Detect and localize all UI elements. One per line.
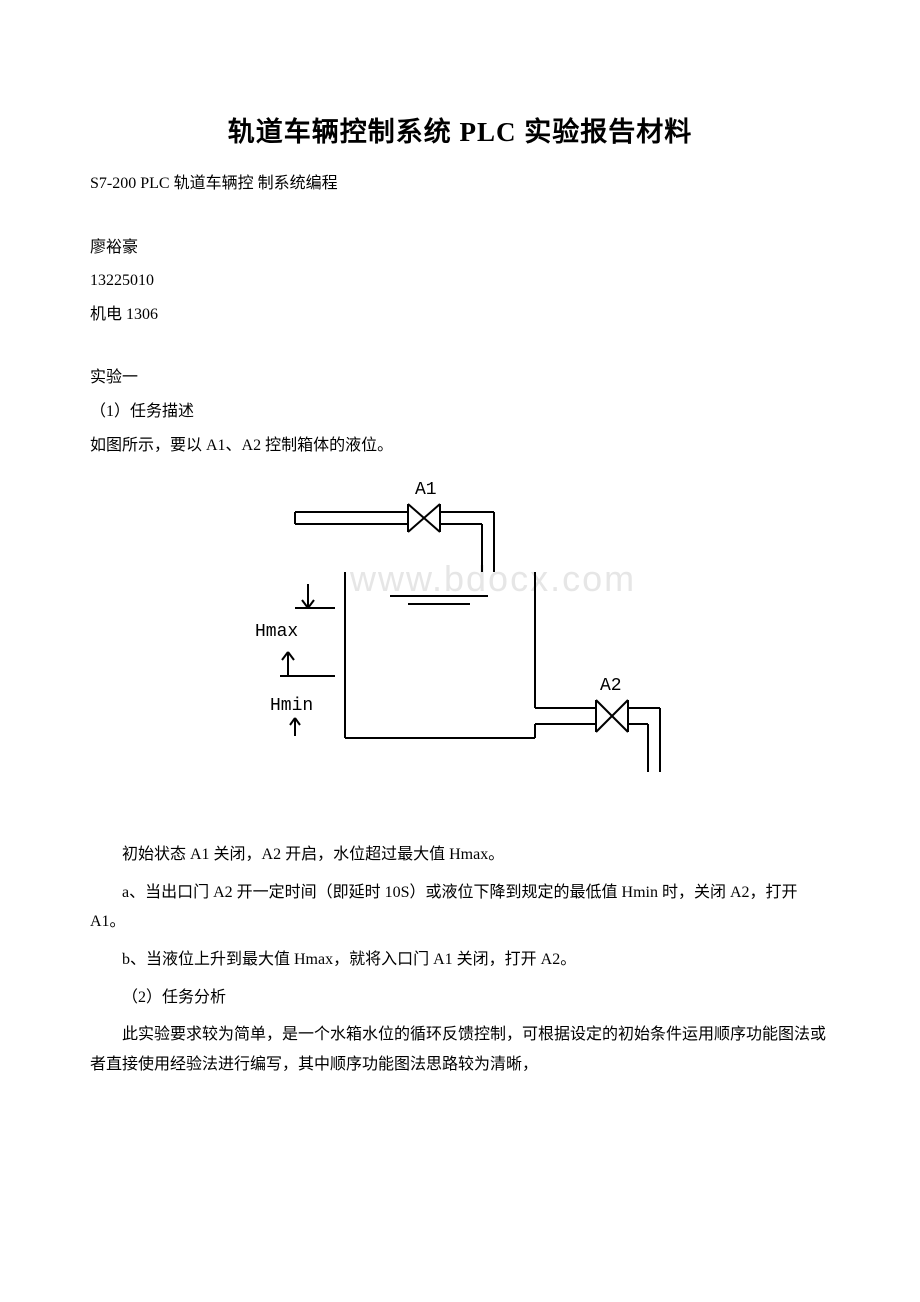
label-hmin: Hmin: [270, 696, 313, 716]
student-name: 廖裕豪: [90, 235, 830, 261]
task-desc-line: 如图所示，要以 A1、A2 控制箱体的液位。: [90, 433, 830, 459]
task-desc-label: （1）任务描述: [90, 399, 830, 425]
header-line: S7-200 PLC 轨道车辆控 制系统编程: [90, 171, 830, 197]
label-hmax: Hmax: [255, 622, 298, 642]
spacer: [90, 425, 830, 433]
paragraph-analysis: 此实验要求较为简单，是一个水箱水位的循环反馈控制，可根据设定的初始条件运用顺序功…: [90, 1020, 830, 1079]
document-title: 轨道车辆控制系统 PLC 实验报告材料: [90, 110, 830, 149]
spacer: [90, 197, 830, 235]
student-id: 13225010: [90, 268, 830, 294]
paragraph-b: b、当液位上升到最大值 Hmax，就将入口门 A1 关闭，打开 A2。: [90, 945, 830, 975]
label-a1: A1: [415, 480, 437, 500]
tank-diagram: www.bdocx.com A1: [240, 476, 680, 796]
section-heading: 实验一: [90, 365, 830, 391]
task-analysis-label: （2）任务分析: [90, 983, 830, 1013]
paragraph-initial: 初始状态 A1 关闭，A2 开启，水位超过最大值 Hmax。: [90, 840, 830, 870]
diagram-container: www.bdocx.com A1: [90, 476, 830, 796]
spacer: [90, 391, 830, 399]
student-class: 机电 1306: [90, 302, 830, 328]
spacer: [90, 260, 830, 268]
paragraph-a: a、当出口门 A2 开一定时间（即延时 10S）或液位下降到规定的最低值 Hmi…: [90, 878, 830, 937]
label-a2: A2: [600, 676, 622, 696]
spacer: [90, 294, 830, 302]
spacer: [90, 327, 830, 365]
diagram-svg: A1: [240, 476, 680, 796]
document-page: 轨道车辆控制系统 PLC 实验报告材料 S7-200 PLC 轨道车辆控 制系统…: [0, 0, 920, 1147]
